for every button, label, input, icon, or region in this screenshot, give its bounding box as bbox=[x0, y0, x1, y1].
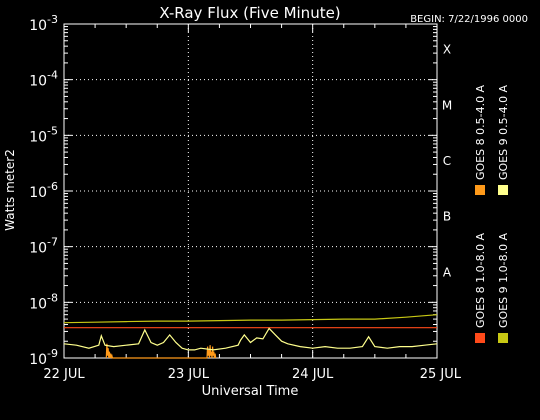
legend-swatch bbox=[475, 185, 485, 195]
x-tick-labels: 22 JUL 23 JUL 24 JUL 25 JUL bbox=[43, 367, 461, 382]
y-tick-label: 10-3 bbox=[29, 13, 58, 34]
chart-title: X-Ray Flux (Five Minute) bbox=[159, 4, 340, 22]
legend-swatch bbox=[498, 185, 508, 195]
x-tick-label: 22 JUL bbox=[43, 367, 85, 382]
y-tick-label: 10-7 bbox=[29, 236, 58, 257]
series-line-3 bbox=[63, 327, 438, 351]
series-line-2 bbox=[63, 314, 438, 324]
y-tick-label: 10-4 bbox=[29, 69, 58, 90]
y-tick-label: 10-8 bbox=[29, 291, 58, 312]
flare-class-labels: A B C M X bbox=[442, 43, 452, 280]
legend-swatch bbox=[498, 333, 508, 343]
x-tick-label: 25 JUL bbox=[420, 367, 462, 382]
plot-area bbox=[63, 314, 438, 359]
x-tick-label: 23 JUL bbox=[168, 367, 210, 382]
y-tick-labels: 10-9 10-8 10-7 10-6 10-5 10-4 10-3 bbox=[29, 13, 58, 368]
flare-class-label: A bbox=[443, 265, 452, 279]
y-axis-label: Watts meter2 bbox=[3, 149, 17, 231]
x-axis-label: Universal Time bbox=[202, 384, 299, 399]
y-tick-label: 10-5 bbox=[29, 124, 58, 145]
series-line-1 bbox=[105, 343, 217, 359]
y-tick-label: 10-9 bbox=[29, 347, 58, 368]
legend-swatch bbox=[475, 333, 485, 343]
flare-class-label: X bbox=[443, 43, 451, 57]
flare-class-label: B bbox=[443, 210, 451, 224]
legend-label: GOES 8 1.0-8.0 A bbox=[474, 232, 487, 328]
x-tick-label: 24 JUL bbox=[292, 367, 334, 382]
legend-label: GOES 9 1.0-8.0 A bbox=[497, 232, 510, 328]
y-tick-label: 10-6 bbox=[29, 180, 58, 201]
grid-lines bbox=[63, 23, 438, 359]
plot-frame bbox=[63, 23, 438, 359]
begin-label: BEGIN: 7/22/1996 0000 bbox=[410, 14, 528, 25]
flare-class-label: M bbox=[442, 98, 452, 112]
legend-label: GOES 8 0.5-4.0 A bbox=[474, 84, 487, 180]
legend-label: GOES 9 0.5-4.0 A bbox=[497, 84, 510, 180]
legend: GOES 8 1.0-8.0 A GOES 8 0.5-4.0 A GOES 9 1… bbox=[474, 84, 510, 343]
flare-class-label: C bbox=[443, 154, 451, 168]
